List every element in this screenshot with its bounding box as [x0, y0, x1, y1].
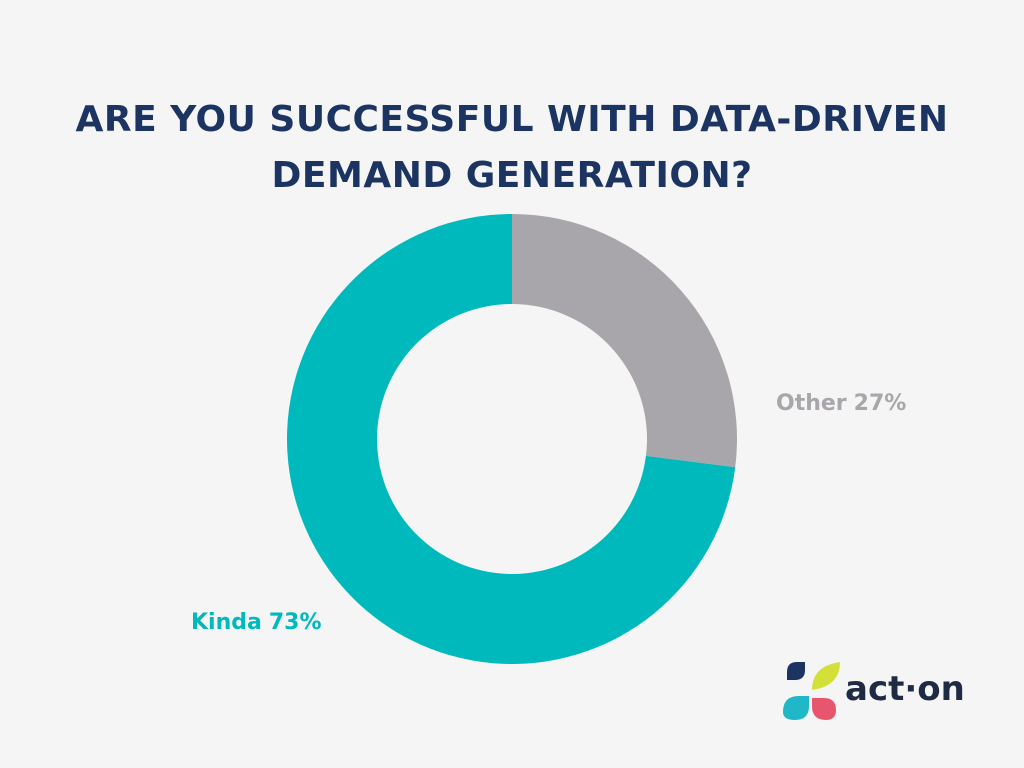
slice-label: Kinda 73% — [191, 610, 322, 635]
slice-category: Kinda — [191, 610, 262, 635]
slice-value-label: 27% — [854, 391, 907, 416]
slice-label: Other 27% — [776, 391, 906, 416]
donut-slice — [512, 214, 737, 468]
slice-value-label: 73% — [269, 610, 322, 635]
chart-title: ARE YOU SUCCESSFUL WITH DATA-DRIVEN DEMA… — [75, 99, 949, 196]
logo-icon — [783, 662, 840, 720]
slice-category: Other — [776, 391, 847, 416]
donut-slice — [287, 214, 736, 664]
logo-text: act·on — [845, 669, 965, 709]
